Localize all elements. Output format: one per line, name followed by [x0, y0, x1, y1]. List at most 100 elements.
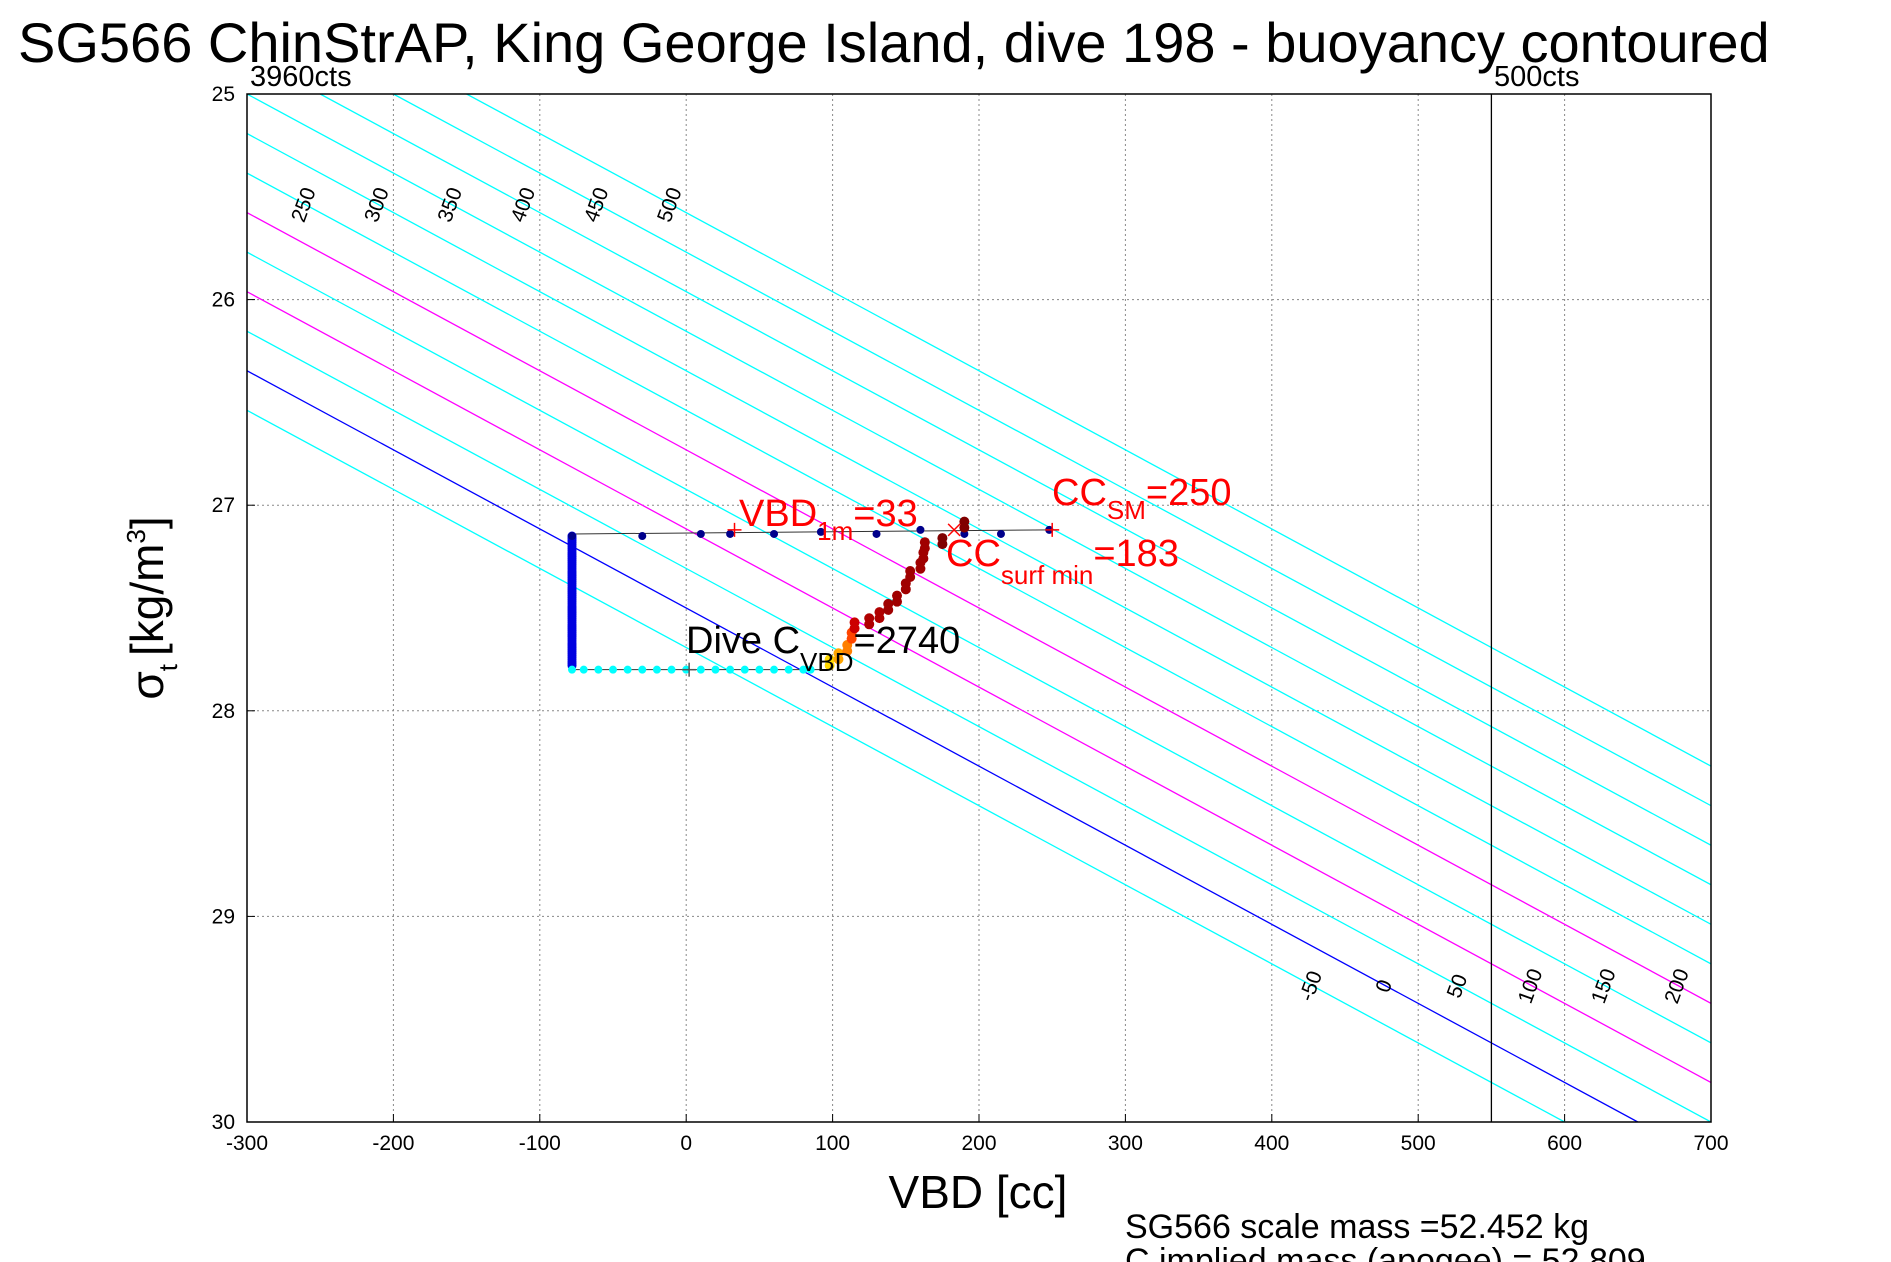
contour-label-500: 500 [653, 184, 687, 225]
contour-label-100: 100 [1514, 966, 1548, 1007]
contour-labels: -50 0 50 100 150 200 250 300 350 400 450 500 [287, 184, 1694, 1006]
contour-label-400: 400 [507, 184, 541, 225]
x-tick-label: 200 [961, 1132, 996, 1155]
y-axis-label-sup: 3 [121, 529, 151, 543]
contour-line-350 [247, 94, 1711, 886]
ascent-point [937, 539, 948, 550]
y-tick-label: 25 [212, 83, 235, 106]
contour-label-50: 50 [1443, 971, 1473, 1001]
y-axis-label-sub: t [153, 663, 183, 671]
buoyancy-contours [247, 94, 1711, 1122]
bottom-point [579, 665, 588, 674]
climb-path-line [572, 529, 1053, 535]
x-tick-label: 100 [815, 1132, 850, 1155]
contour-line-150 [247, 251, 1711, 1044]
ascent-point [833, 654, 844, 665]
contour-line-400 [319, 94, 1711, 846]
contour-line-500 [466, 94, 1711, 767]
annotation-ccsurfmin: CCsurf min=183 [946, 533, 1179, 590]
y-tick-label: 28 [212, 700, 235, 723]
contour-line-250 [247, 172, 1711, 965]
y-axis-label-unit: [kg/m [121, 544, 173, 656]
contour-label-300: 300 [360, 184, 394, 225]
contour-line-50 [247, 330, 1711, 1122]
bottom-point [638, 665, 647, 674]
ascent-point [846, 633, 857, 644]
y-tick-label: 27 [212, 494, 235, 517]
ascent-point [849, 623, 860, 634]
x-tick-label: 500 [1401, 1132, 1436, 1155]
contour-line-300 [247, 132, 1711, 926]
bottom-point [696, 665, 705, 674]
svg-text:σt[kg/m3]: σt [kg/m3] [121, 516, 183, 699]
corner-label-right: 500cts [1494, 61, 1579, 93]
footer-scale-mass: SG566 scale mass =52.452 kg [1125, 1208, 1589, 1246]
contour-line-100 [247, 290, 1711, 1084]
contour-line--50 [247, 409, 1565, 1122]
x-tick-label: 700 [1693, 1132, 1728, 1155]
ascent-point [918, 553, 929, 564]
corner-label-left: 3960cts [250, 61, 352, 93]
ascent-point [900, 584, 911, 595]
x-tick-label: -100 [519, 1132, 561, 1155]
x-tick-labels: -300 -200 -100 0 100 200 300 400 500 600 700 [226, 1132, 1729, 1155]
annotation-vbd1m: VBD1m=33 [739, 493, 918, 546]
surface-point [916, 525, 925, 534]
ascent-point [842, 646, 853, 657]
footer-implied-mass: C implied mass (apogee) = 52.809 [1125, 1242, 1646, 1262]
surface-point [996, 529, 1005, 538]
y-tick-label: 30 [212, 1111, 235, 1134]
surface-point [770, 529, 779, 538]
contour-label-450: 450 [580, 184, 614, 225]
contour-label--50: -50 [1295, 968, 1327, 1004]
x-tick-label: 0 [680, 1132, 692, 1155]
ascent-point [883, 604, 894, 615]
bottom-point [667, 665, 676, 674]
bottom-point [568, 665, 577, 674]
contour-label-200: 200 [1660, 966, 1694, 1007]
y-axis-label: σt [kg/m3] [121, 516, 183, 699]
grid-lines [246, 93, 1712, 1123]
x-tick-label: 600 [1547, 1132, 1582, 1155]
surface-point [696, 529, 705, 538]
bottom-point [755, 665, 764, 674]
x-tick-label: 400 [1254, 1132, 1289, 1155]
y-axis-label-close: ] [121, 516, 173, 529]
x-axis-label: VBD [cc] [889, 1166, 1068, 1218]
ascent-point [905, 571, 916, 582]
y-axis-label-symbol: σ [121, 671, 173, 699]
contour-label-350: 350 [433, 184, 467, 225]
plot-frame [246, 93, 1712, 1123]
marker-ccsurfmin [947, 523, 961, 537]
bottom-point [711, 665, 720, 674]
annotation-ccsm: CCSM=250 [1052, 472, 1231, 525]
contour-line-0 [247, 370, 1639, 1122]
x-tick-label: -200 [372, 1132, 414, 1155]
contour-label-250: 250 [287, 184, 321, 225]
surface-point [872, 529, 881, 538]
surface-point [638, 532, 647, 541]
bottom-point [726, 665, 735, 674]
ascent-point [892, 596, 903, 607]
bottom-point [740, 665, 749, 674]
x-tick-label: -300 [226, 1132, 268, 1155]
surface-point [568, 532, 577, 541]
annotation-markers [682, 522, 1060, 677]
bottom-point [806, 665, 815, 674]
bottom-point [652, 665, 661, 674]
ascent-point [919, 543, 930, 554]
surface-point [816, 527, 825, 536]
contour-label-0: 0 [1371, 977, 1397, 996]
bottom-point [799, 665, 808, 674]
contour-line-200 [247, 211, 1711, 1005]
dive-points [567, 516, 1054, 674]
bottom-point [594, 665, 603, 674]
ascent-point [874, 613, 885, 624]
ascent-point [864, 619, 875, 630]
bottom-point [770, 665, 779, 674]
y-tick-labels: 25 26 27 28 29 30 [212, 83, 235, 1134]
bottom-point [609, 665, 617, 674]
y-tick-label: 29 [212, 905, 235, 928]
annotation-divec: Dive CVBD=2740 [686, 620, 960, 677]
